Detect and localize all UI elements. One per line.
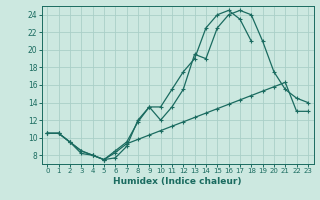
X-axis label: Humidex (Indice chaleur): Humidex (Indice chaleur) bbox=[113, 177, 242, 186]
